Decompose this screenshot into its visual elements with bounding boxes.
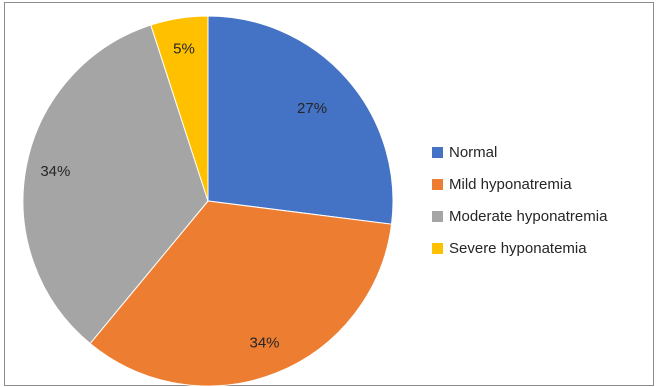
- legend-swatch-severe: [432, 242, 443, 254]
- legend-swatch-moderate: [432, 210, 443, 222]
- pie-slice-normal: [207, 15, 394, 225]
- legend-label-normal: Normal: [449, 143, 498, 161]
- legend-swatch-normal: [432, 146, 443, 158]
- data-label-moderate: 34%: [40, 163, 70, 180]
- legend-item-severe: Severe hyponatemia: [432, 236, 607, 260]
- legend-swatch-mild: [432, 178, 443, 190]
- legend: Normal Mild hyponatremia Moderate hypona…: [432, 140, 607, 268]
- data-label-severe: 5%: [173, 40, 195, 57]
- legend-label-mild: Mild hyponatremia: [449, 175, 572, 193]
- legend-item-moderate: Moderate hyponatremia: [432, 204, 607, 228]
- pie-slice-mild: [89, 200, 393, 387]
- pie-slice-severe: [150, 15, 209, 202]
- data-label-mild: 34%: [250, 335, 280, 352]
- legend-label-moderate: Moderate hyponatremia: [449, 207, 608, 225]
- data-label-normal: 27%: [297, 100, 327, 117]
- legend-item-normal: Normal: [432, 140, 607, 164]
- legend-item-mild: Mild hyponatremia: [432, 172, 607, 196]
- pie-slice-moderate: [22, 24, 209, 345]
- legend-label-severe: Severe hyponatemia: [449, 239, 587, 257]
